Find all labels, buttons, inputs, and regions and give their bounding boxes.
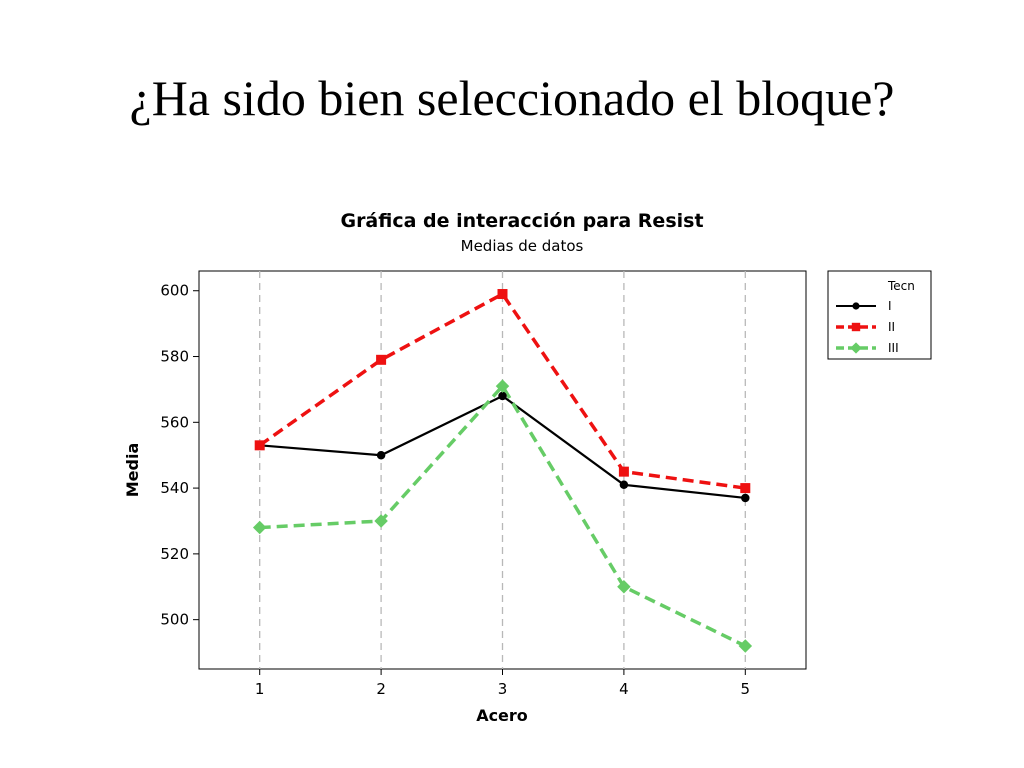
y-axis: 500 520 540 560 580 600 (160, 282, 199, 629)
chart-title: Gráfica de interacción para Resist (340, 210, 703, 232)
data-point-diamond (738, 639, 753, 653)
y-tick-label: 520 (160, 545, 189, 563)
x-tick-label: 4 (619, 680, 629, 698)
series-line-III (259, 383, 747, 648)
x-tick-label: 1 (255, 680, 265, 698)
chart-subtitle: Medias de datos (461, 237, 584, 255)
data-point-circle (852, 302, 860, 310)
data-point-square (497, 289, 508, 300)
y-tick-label: 580 (160, 348, 189, 366)
data-point-diamond (374, 514, 388, 528)
legend-label: II (888, 320, 895, 334)
y-tick-label: 540 (160, 479, 189, 497)
x-tick-label: 2 (376, 680, 386, 698)
data-point-square (254, 440, 265, 451)
legend-label: III (888, 341, 899, 355)
data-point-square (618, 466, 629, 477)
y-tick-label: 560 (160, 413, 189, 431)
legend-label: I (888, 299, 892, 313)
data-point-square (851, 322, 861, 332)
legend-box (827, 270, 932, 360)
y-tick-label: 600 (160, 282, 189, 300)
data-point-diamond (617, 580, 631, 594)
x-tick-label: 3 (498, 680, 508, 698)
x-axis-label: Acero (476, 706, 528, 725)
data-point-circle (376, 450, 386, 460)
slide-title: ¿Ha sido bien seleccionado el bloque? (129, 70, 895, 126)
data-point-square (740, 483, 751, 494)
y-tick-label: 500 (160, 611, 189, 629)
x-axis: 1 2 3 4 5 (255, 669, 750, 698)
legend-title: Tecn (887, 279, 915, 293)
data-point-diamond (495, 379, 510, 393)
data-point-circle (498, 391, 507, 401)
series-markers (252, 289, 753, 653)
data-point-square (376, 354, 387, 365)
data-point-diamond (252, 520, 267, 535)
data-point-circle (619, 480, 629, 490)
data-point-circle (741, 493, 750, 503)
y-axis-label: Media (123, 443, 142, 498)
x-tick-label: 5 (741, 680, 751, 698)
data-point-diamond (850, 342, 862, 354)
